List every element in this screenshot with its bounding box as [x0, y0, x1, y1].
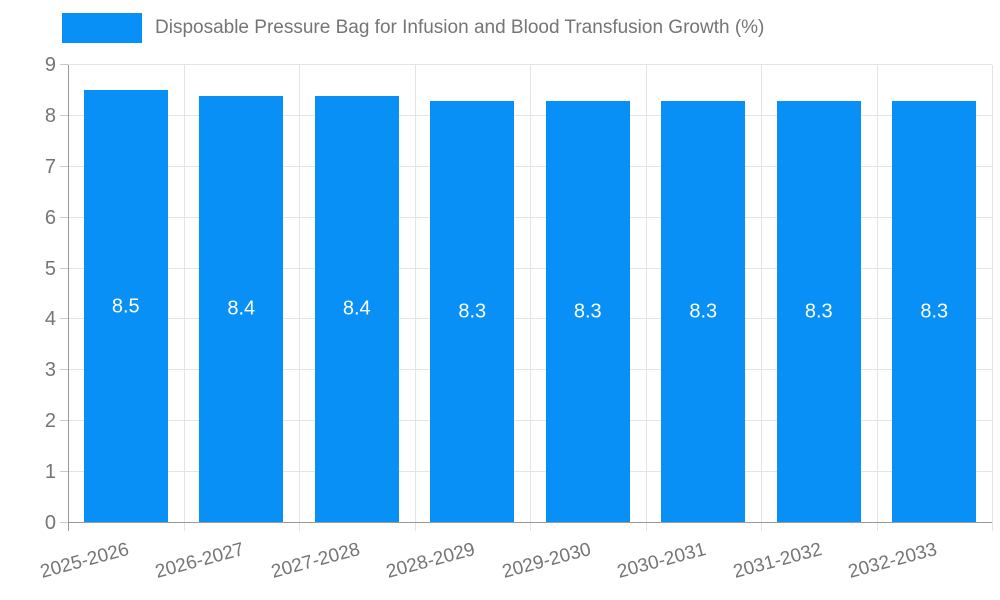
bar-2027-2028[interactable]: 8.4	[314, 95, 399, 523]
bar-2030-2031[interactable]: 8.3	[661, 100, 746, 523]
y-axis-tick-label: 0	[44, 512, 56, 534]
x-gridline	[876, 65, 878, 531]
y-tick-mark	[60, 471, 68, 473]
bar-value-label: 8.4	[227, 297, 256, 320]
bar-value-label: 8.3	[804, 300, 833, 323]
x-gridline	[992, 65, 993, 531]
bar-2026-2027[interactable]: 8.4	[199, 95, 284, 523]
x-gridline	[414, 65, 416, 531]
y-tick-mark	[60, 267, 68, 269]
y-axis-tick-label: 8	[44, 104, 56, 127]
y-tick-mark	[60, 114, 68, 116]
legend-swatch-icon	[62, 13, 142, 43]
y-axis-tick-label: 1	[44, 461, 56, 484]
x-axis-category-label-text: 2030-2031	[615, 539, 709, 583]
legend[interactable]: Disposable Pressure Bag for Infusion and…	[62, 13, 764, 43]
y-axis-tick-label: 4	[44, 308, 56, 331]
bar-value-label: 8.4	[342, 297, 371, 320]
y-tick-mark	[60, 216, 68, 218]
y-tick-mark	[60, 369, 68, 371]
y-axis-tick-label: 5	[44, 257, 56, 280]
y-axis-tick-label: 3	[44, 359, 56, 382]
x-gridline	[299, 65, 300, 531]
x-axis-category-label-text: 2028-2029	[384, 539, 478, 583]
x-gridline	[761, 65, 762, 531]
x-axis-category-label-text: 2031-2032	[730, 539, 825, 583]
x-gridline	[183, 65, 185, 531]
plot-area: 0 1 2 3 4 5 6 7 8 9 8.5 2025-2026 8.4 2026-2027 8.4 202…	[38, 55, 993, 583]
y-tick-mark	[60, 64, 68, 65]
bar-2029-2030[interactable]: 8.3	[545, 100, 630, 523]
x-axis-category-label-text: 2029-2030	[499, 539, 594, 583]
bar-2032-2033[interactable]: 8.3	[892, 100, 977, 523]
y-tick-mark	[60, 420, 68, 422]
bar-value-label: 8.3	[573, 300, 602, 323]
y-tick-mark	[60, 165, 68, 167]
y-gridline	[68, 64, 992, 65]
legend-label: Disposable Pressure Bag for Infusion and…	[155, 17, 765, 38]
x-axis-category-label-text: 2025-2026	[37, 539, 132, 583]
y-axis-line	[68, 65, 69, 531]
x-axis-line	[68, 522, 992, 523]
x-axis-category-label-text: 2027-2028	[268, 539, 363, 583]
bar-2028-2029[interactable]: 8.3	[430, 100, 515, 523]
bar-2031-2032[interactable]: 8.3	[776, 100, 861, 523]
x-gridline	[645, 65, 647, 531]
y-axis-tick-label: 7	[44, 155, 56, 178]
bar-value-label: 8.5	[111, 295, 140, 318]
bar-value-label: 8.3	[920, 300, 949, 323]
x-gridline	[530, 65, 531, 531]
x-axis-category-label-text: 2026-2027	[153, 539, 247, 583]
y-axis-tick-label: 6	[44, 206, 56, 229]
y-tick-mark	[60, 522, 68, 523]
y-axis-tick-label: 2	[44, 410, 56, 433]
y-tick-mark	[60, 318, 68, 320]
bar-value-label: 8.3	[689, 300, 718, 323]
x-axis-category-label-text: 2032-2033	[846, 539, 940, 583]
bar-value-label: 8.3	[458, 300, 487, 323]
y-axis-tick-label: 9	[44, 54, 56, 76]
bar-2025-2026[interactable]: 8.5	[83, 90, 168, 523]
